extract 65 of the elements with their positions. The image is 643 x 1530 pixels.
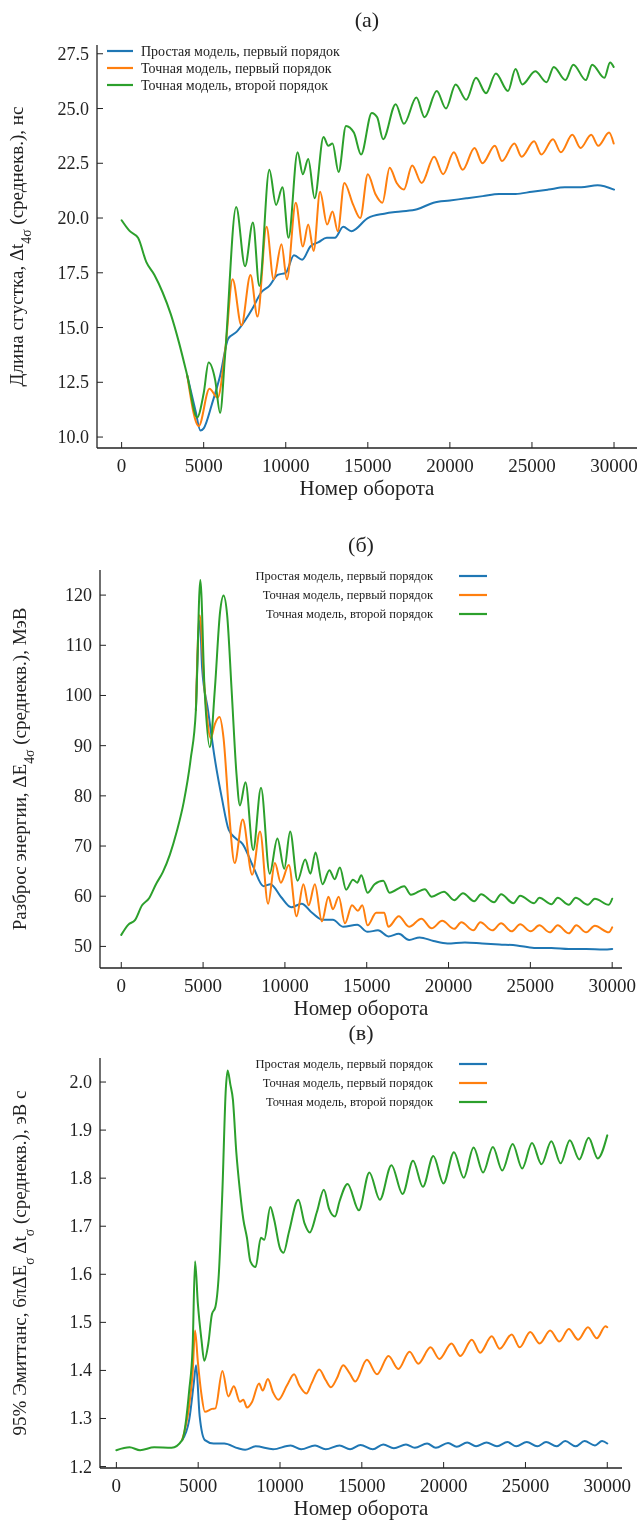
legend-label: Точная модель, первый порядок <box>262 1076 434 1090</box>
y-tick-label: 1.3 <box>69 1408 92 1429</box>
x-tick-label: 15000 <box>342 975 391 996</box>
y-tick-label: 120 <box>65 585 92 606</box>
x-tick-label: 25000 <box>508 455 556 476</box>
y-tick-label: 1.8 <box>69 1168 92 1189</box>
y-tick-label: 15.0 <box>57 317 89 338</box>
x-tick-label: 5000 <box>184 455 223 476</box>
y-tick-label: 50 <box>74 936 92 957</box>
x-tick-label: 5000 <box>184 975 223 996</box>
x-tick-label: 25000 <box>506 975 555 996</box>
legend-label: Точная модель, первый порядок <box>141 61 332 76</box>
y-tick-label: 2.0 <box>69 1072 92 1093</box>
x-tick-label: 5000 <box>179 1475 218 1496</box>
y-tick-label: 1.6 <box>69 1264 92 1285</box>
legend-label: Простая модель, первый порядок <box>255 569 434 583</box>
y-tick-label: 1.2 <box>69 1456 92 1477</box>
x-tick-label: 20000 <box>424 975 473 996</box>
y-tick-label: 70 <box>74 836 92 857</box>
line-series <box>186 131 615 428</box>
x-tick-label: 10000 <box>261 975 309 996</box>
y-tick-label: 80 <box>74 785 92 806</box>
y-tick-label: 22.5 <box>57 153 89 174</box>
x-tick-label: 0 <box>116 455 127 476</box>
line-series <box>120 61 615 419</box>
legend-label: Простая модель, первый порядок <box>255 1057 434 1071</box>
x-tick-label: 25000 <box>501 1475 550 1496</box>
y-tick-label: 20.0 <box>57 208 89 229</box>
x-tick-label: 15000 <box>338 1475 386 1496</box>
y-tick-label: 1.7 <box>69 1216 92 1237</box>
y-tick-label: 100 <box>65 685 92 706</box>
y-tick-label: 17.5 <box>57 262 89 283</box>
y-tick-label: 27.5 <box>57 43 89 64</box>
y-tick-label: 90 <box>74 735 92 756</box>
x-axis-title: Номер оборота <box>293 996 430 1020</box>
chart-title: (в) <box>348 1020 374 1045</box>
x-tick-label: 20000 <box>426 455 474 476</box>
x-tick-label: 20000 <box>419 1475 468 1496</box>
x-axis-title: Номер оборота <box>293 1496 430 1520</box>
legend-label: Простая модель, первый порядок <box>141 44 341 59</box>
x-tick-label: 15000 <box>344 455 392 476</box>
y-tick-label: 10.0 <box>57 427 89 448</box>
x-tick-label: 30000 <box>590 455 638 476</box>
chart-title: (б) <box>348 532 374 557</box>
chart-title: (а) <box>354 7 380 32</box>
y-tick-label: 110 <box>65 635 92 656</box>
legend-label: Точная модель, второй порядок <box>266 1095 434 1109</box>
x-tick-label: 10000 <box>256 1475 304 1496</box>
y-tick-label: 1.9 <box>69 1120 92 1141</box>
legend-label: Точная модель, второй порядок <box>141 78 329 93</box>
y-tick-label: 25.0 <box>57 98 89 119</box>
x-tick-label: 10000 <box>262 455 310 476</box>
line-series <box>115 1069 609 1452</box>
line-series <box>181 1364 609 1451</box>
y-tick-label: 1.5 <box>69 1312 92 1333</box>
legend-label: Точная модель, второй порядок <box>266 607 434 621</box>
y-tick-label: 60 <box>74 886 92 907</box>
x-axis-title: Номер оборота <box>299 476 436 500</box>
x-tick-label: 30000 <box>588 975 636 996</box>
legend-label: Точная модель, первый порядок <box>262 588 434 602</box>
x-tick-label: 0 <box>111 1475 122 1496</box>
y-tick-label: 1.4 <box>69 1360 92 1381</box>
x-tick-label: 30000 <box>583 1475 632 1496</box>
y-tick-label: 12.5 <box>57 372 89 393</box>
x-tick-label: 0 <box>116 975 127 996</box>
